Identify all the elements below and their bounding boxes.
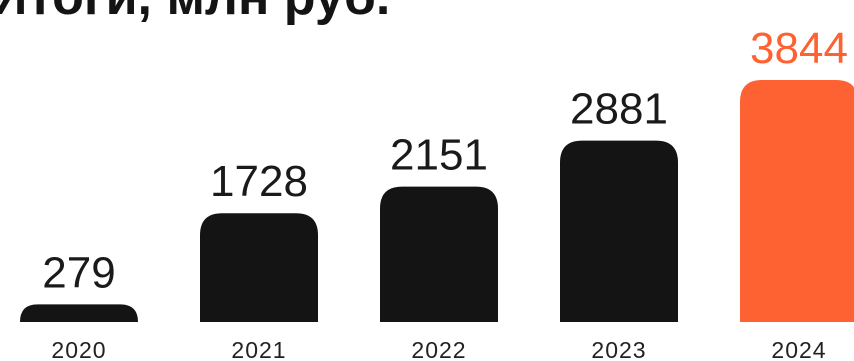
- bar-2021: [200, 213, 318, 322]
- year-label-2022: 2022: [411, 337, 466, 361]
- year-label-2024: 2024: [771, 337, 826, 361]
- bars-group: [20, 80, 854, 322]
- value-label-2024: 3844: [750, 24, 848, 73]
- year-label-2020: 2020: [51, 337, 106, 361]
- year-labels-group: 2020 2021 2022 2023 2024: [51, 337, 826, 361]
- value-label-2023: 2881: [570, 85, 668, 134]
- value-label-2020: 279: [42, 248, 115, 297]
- value-labels-group: 279 1728 2151 2881 3844: [42, 24, 848, 297]
- value-label-2022: 2151: [390, 131, 488, 180]
- bar-2023: [560, 140, 678, 322]
- bar-2022: [380, 186, 498, 322]
- bar-2020: [20, 304, 138, 322]
- value-label-2021: 1728: [210, 157, 308, 206]
- year-label-2023: 2023: [591, 337, 646, 361]
- bar-2024: [740, 80, 854, 322]
- chart-title: Итоги, млн руб.: [0, 0, 390, 26]
- year-label-2021: 2021: [231, 337, 286, 361]
